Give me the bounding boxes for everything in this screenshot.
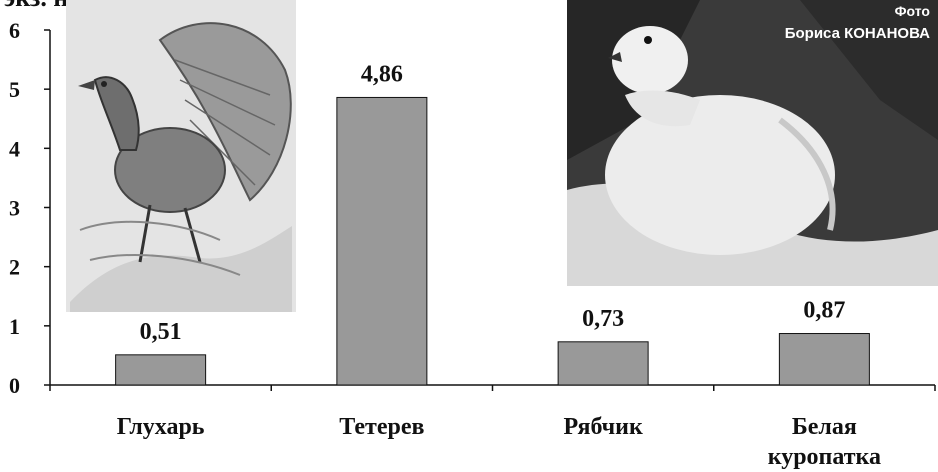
x-category-label: Рябчик [563,414,642,440]
photo-credit-line2: Бориса КОНАНОВА [785,25,930,42]
bar [115,354,207,386]
data-label: 0,51 [140,319,182,345]
data-label: 4,86 [361,61,403,87]
x-category-label: Глухарь [117,414,205,440]
labels-group: 0,51 Глухарь 4,86 Тетерев 0,73 Рябчик 0,87 Бела… [117,61,881,470]
y-tick-label: 1 [9,314,20,339]
y-tick-label: 5 [9,77,20,102]
bar [336,96,428,386]
bar [557,341,649,386]
bar [778,333,870,386]
ptarmigan-photo: Фото Бориса КОНАНОВА [567,0,938,286]
y-tick-label: 0 [9,373,20,398]
capercaillie-illustration [66,0,296,312]
y-tick-label: 3 [9,196,20,221]
x-category-label: Тетерев [339,414,424,440]
data-label: 0,73 [582,306,624,332]
y-tick-label: 2 [9,255,20,280]
photo-credit-line1: Фото [895,3,930,19]
x-category-label: куропатка [768,444,881,470]
data-label: 0,87 [803,298,845,324]
x-category-label: Белая [792,414,857,440]
bars-group [115,96,870,386]
y-tick-label: 4 [9,136,20,161]
y-tick-label: 6 [9,18,20,43]
